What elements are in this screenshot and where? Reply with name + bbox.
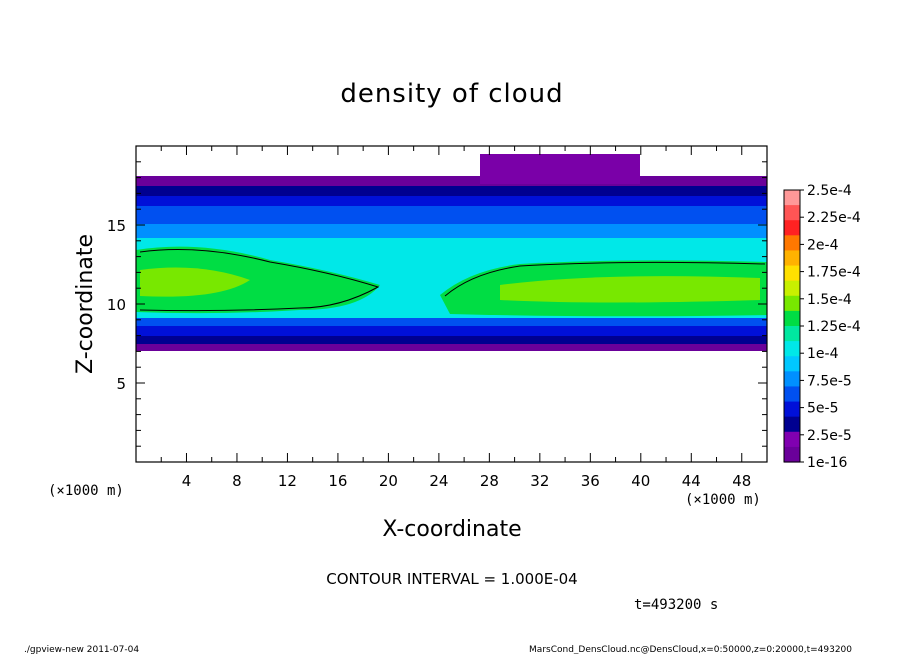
x-tick-label: 4 [182, 472, 192, 490]
colorbar-label: 1.75e-4 [807, 265, 861, 281]
x-unit-right: (×1000 m) [685, 492, 761, 508]
colorbar-label: 2.5e-4 [807, 183, 852, 199]
dense-band-left [136, 246, 380, 314]
contour-line-left [139, 249, 380, 312]
x-unit-left: (×1000 m) [48, 483, 124, 499]
colorbar-swatch [784, 341, 800, 357]
footer-right: MarsCond_DensCloud.nc@DensCloud,x=0:5000… [529, 645, 852, 654]
x-tick-label: 24 [429, 472, 448, 490]
colorbar-swatch [784, 356, 800, 372]
colorbar-swatch [784, 250, 800, 267]
colorbar [783, 189, 801, 463]
x-tick-label: 48 [732, 472, 751, 490]
y-tick-label: 10 [107, 296, 126, 314]
x-tick-label: 28 [480, 472, 499, 490]
cloud-bump-top [480, 154, 640, 184]
colorbar-label: 5e-5 [807, 401, 838, 417]
chart-title: density of cloud [340, 79, 563, 109]
colorbar-swatch [784, 295, 800, 312]
footer-left: ./gpview-new 2011-07-04 [24, 645, 139, 654]
colorbar-swatch [784, 280, 800, 297]
colorbar-labels: 2.5e-4 2.25e-4 2e-4 1.75e-4 1.5e-4 1.25e-4 1e-… [800, 183, 861, 471]
x-axis-ticks: 4 8 12 16 20 24 28 32 36 40 44 48 [160, 146, 751, 490]
colorbar-label: 1e-4 [807, 346, 839, 362]
colorbar-swatch [784, 416, 800, 433]
time-annotation: t=493200 s [634, 597, 718, 613]
colorbar-swatch [784, 371, 800, 388]
y-axis-label: Z-coordinate [73, 234, 98, 374]
colorbar-label: 1e-16 [807, 455, 847, 471]
x-tick-label: 16 [328, 472, 347, 490]
colorbar-swatch [784, 235, 800, 252]
colorbar-swatch [784, 401, 800, 418]
colorbar-label: 2e-4 [807, 237, 839, 253]
x-tick-label: 36 [581, 472, 600, 490]
x-tick-label: 20 [379, 472, 398, 490]
x-tick-label: 12 [278, 472, 297, 490]
colorbar-swatch [784, 431, 800, 448]
x-axis-label: X-coordinate [382, 517, 521, 542]
y-axis-ticks: 5 10 15 [107, 161, 767, 447]
x-tick-label: 44 [682, 472, 701, 490]
x-tick-label: 32 [530, 472, 549, 490]
colorbar-swatch [784, 386, 800, 403]
colorbar-label: 1.25e-4 [807, 319, 861, 335]
y-tick-label: 5 [116, 375, 126, 393]
colorbar-swatch [784, 446, 800, 463]
x-tick-label: 8 [232, 472, 242, 490]
colorbar-swatch [784, 220, 800, 236]
colorbar-swatch [784, 190, 800, 206]
colorbar-swatch [784, 310, 800, 327]
dense-core-right [500, 276, 760, 303]
colorbar-label: 7.5e-5 [807, 373, 852, 389]
colorbar-swatch [784, 326, 800, 342]
colorbar-label: 1.5e-4 [807, 292, 852, 308]
heatmap-field [136, 154, 767, 351]
x-tick-label: 40 [631, 472, 650, 490]
colorbar-label: 2.25e-4 [807, 210, 861, 226]
dense-core-left [140, 267, 250, 297]
colorbar-label: 2.5e-5 [807, 428, 852, 444]
colorbar-swatch [784, 205, 800, 221]
contour-line-right [444, 261, 766, 297]
colorbar-swatch [784, 265, 800, 282]
y-tick-label: 15 [107, 217, 126, 235]
contour-interval-note: CONTOUR INTERVAL = 1.000E-04 [326, 570, 577, 588]
